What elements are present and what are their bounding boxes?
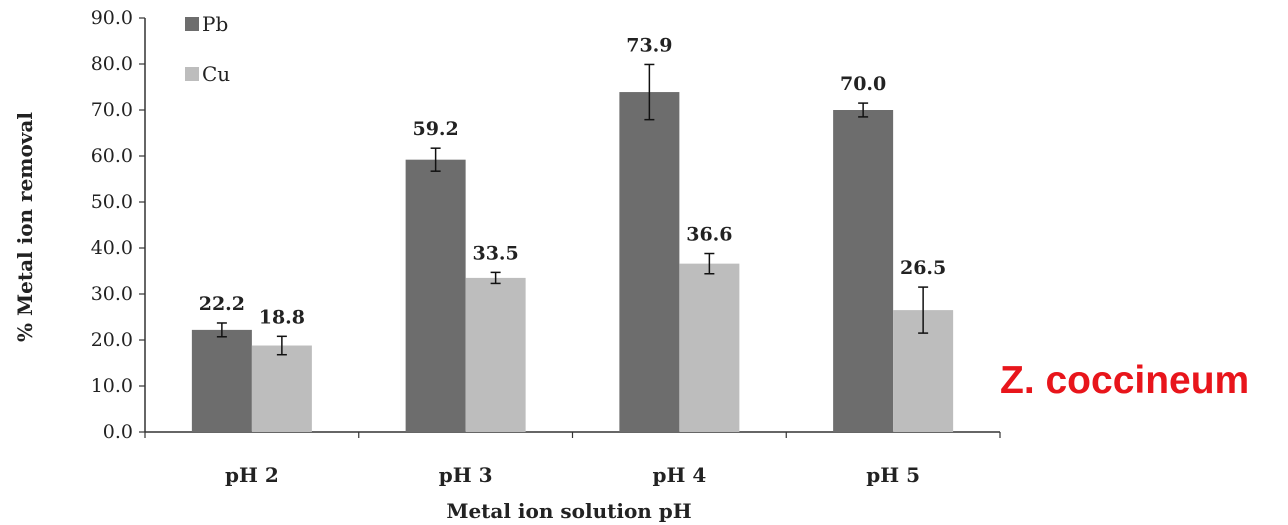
bar-pb-ph5 bbox=[833, 110, 894, 432]
legend-swatch-cu bbox=[185, 67, 199, 81]
species-annotation: Z. coccineum bbox=[1000, 359, 1249, 402]
data-label: 73.9 bbox=[626, 34, 672, 56]
bar-cu-ph4 bbox=[679, 263, 740, 432]
y-tick-label: 70.0 bbox=[91, 99, 133, 121]
legend-label-cu: Cu bbox=[202, 62, 230, 86]
y-axis-title: % Metal ion removal bbox=[13, 112, 37, 342]
data-label: 36.6 bbox=[686, 224, 732, 246]
y-tick-label: 0.0 bbox=[103, 421, 133, 443]
legend-label-pb: Pb bbox=[202, 12, 228, 36]
y-tick-label: 10.0 bbox=[91, 375, 133, 397]
x-category-label: pH 4 bbox=[652, 463, 706, 487]
legend-swatch-pb bbox=[185, 17, 199, 31]
y-tick-label: 20.0 bbox=[91, 329, 133, 351]
bar-cu-ph2 bbox=[251, 345, 312, 432]
y-ticks: 0.0 10.0 20.0 30.0 40.0 50.0 60.0 70.0 80.0 90.0 bbox=[91, 7, 145, 443]
legend: Pb Cu bbox=[185, 12, 230, 86]
y-tick-label: 60.0 bbox=[91, 145, 133, 167]
data-label: 70.0 bbox=[840, 73, 886, 95]
data-labels: 22.2 59.2 73.9 70.0 18.8 33.5 36.6 26.5 bbox=[199, 34, 947, 328]
bar-pb-ph2 bbox=[191, 329, 252, 432]
data-label: 26.5 bbox=[900, 257, 946, 279]
x-category-label: pH 2 bbox=[225, 463, 279, 487]
data-label: 22.2 bbox=[199, 293, 245, 315]
data-label: 59.2 bbox=[412, 118, 458, 140]
bar-pb-ph3 bbox=[405, 159, 466, 432]
bars bbox=[191, 92, 954, 432]
bar-pb-ph4 bbox=[619, 92, 680, 432]
x-axis-title: Metal ion solution pH bbox=[446, 499, 691, 523]
data-label: 33.5 bbox=[472, 242, 518, 264]
y-tick-label: 90.0 bbox=[91, 7, 133, 29]
y-tick-label: 80.0 bbox=[91, 53, 133, 75]
y-tick-label: 50.0 bbox=[91, 191, 133, 213]
x-category-label: pH 3 bbox=[439, 463, 493, 487]
x-category-labels: pH 2 pH 3 pH 4 pH 5 bbox=[144, 432, 1001, 487]
y-tick-label: 30.0 bbox=[91, 283, 133, 305]
x-category-label: pH 5 bbox=[866, 463, 920, 487]
error-bars bbox=[216, 63, 929, 356]
y-tick-label: 40.0 bbox=[91, 237, 133, 259]
data-label: 18.8 bbox=[259, 306, 305, 328]
bar-cu-ph3 bbox=[465, 277, 526, 432]
